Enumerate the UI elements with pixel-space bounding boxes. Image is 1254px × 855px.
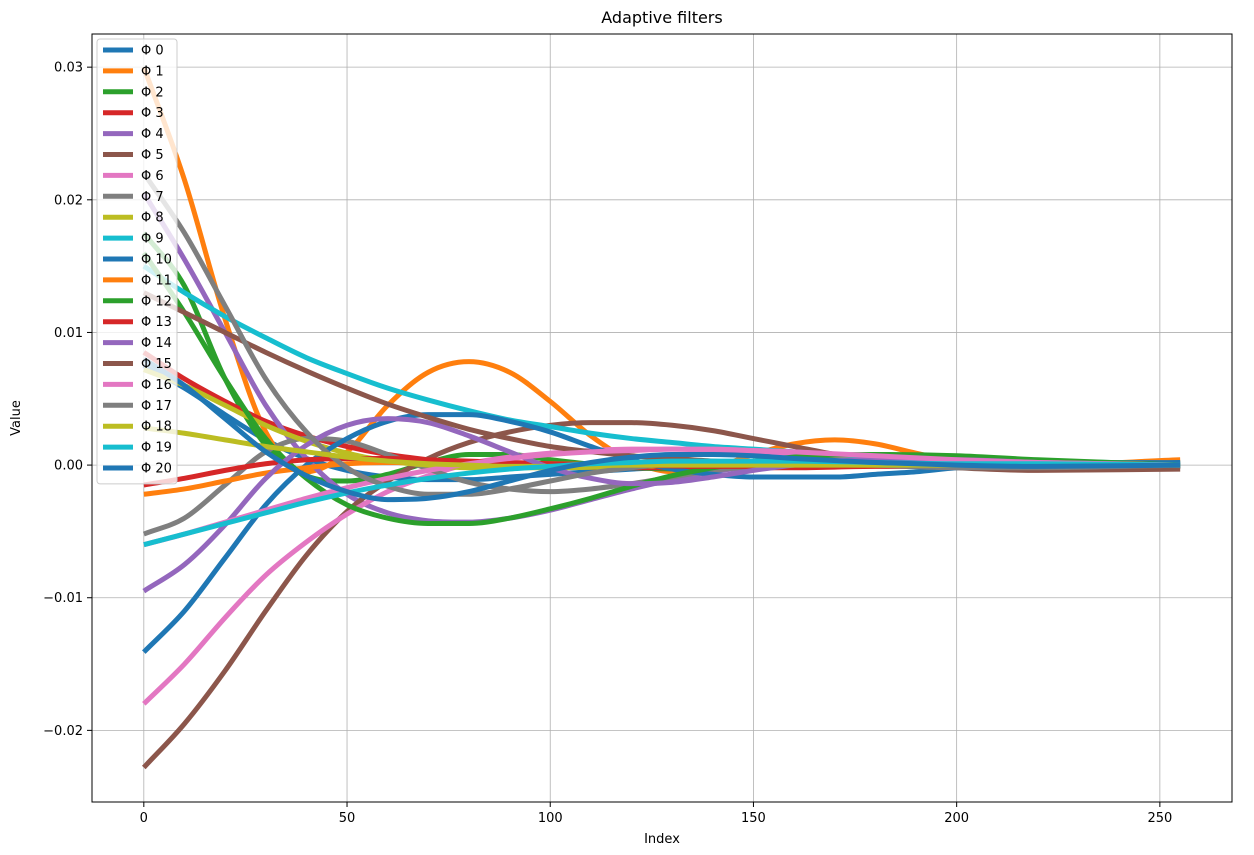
series-line-phi-14	[142, 416, 1181, 594]
legend-label-phi-20: Φ 20	[141, 462, 172, 477]
legend-label-phi-12: Φ 12	[141, 294, 172, 309]
legend-label-phi-19: Φ 19	[141, 441, 172, 456]
x-tick-label: 150	[741, 811, 766, 826]
y-axis-label: Value	[9, 400, 24, 436]
legend-label-phi-10: Φ 10	[141, 253, 172, 268]
x-axis-label: Index	[644, 832, 680, 847]
plot-area: 0 50 100 150 200 250 −0.02 −0.01 0.00 0.01 0.02 0.0…	[43, 33, 1233, 826]
legend-label-phi-5: Φ 5	[141, 148, 164, 163]
y-tick-label: 0.00	[54, 459, 83, 474]
legend-label-phi-16: Φ 16	[141, 378, 172, 393]
axes-frame	[91, 33, 1233, 803]
y-tick-label: 0.02	[54, 193, 83, 208]
series-line-phi-20	[142, 356, 1181, 503]
legend-label-phi-1: Φ 1	[141, 64, 164, 79]
x-tick-label: 250	[1147, 811, 1172, 826]
legend-label-phi-0: Φ 0	[141, 44, 164, 59]
legend-label-phi-9: Φ 9	[141, 232, 164, 247]
legend-label-phi-6: Φ 6	[141, 169, 164, 184]
legend-label-phi-18: Φ 18	[141, 420, 172, 435]
legend-label-phi-14: Φ 14	[141, 336, 172, 351]
legend-label-phi-3: Φ 3	[141, 106, 164, 121]
x-tick-label: 0	[140, 811, 148, 826]
y-tick-label: −0.01	[43, 591, 83, 606]
series-line-phi-16	[143, 446, 1181, 548]
legend-label-phi-4: Φ 4	[141, 127, 164, 142]
y-tick-label: 0.01	[54, 326, 83, 341]
chart-title: Adaptive filters	[601, 8, 722, 27]
legend-label-phi-11: Φ 11	[141, 273, 172, 288]
legend-label-phi-2: Φ 2	[141, 85, 164, 100]
y-tick-label: 0.03	[54, 61, 83, 76]
legend-label-phi-8: Φ 8	[141, 211, 164, 226]
series-line-phi-10	[142, 412, 1181, 654]
x-tick-label: 200	[944, 811, 969, 826]
legend-label-phi-15: Φ 15	[141, 357, 172, 372]
x-tick-label: 100	[538, 811, 563, 826]
y-tick-label: −0.02	[43, 724, 83, 739]
legend-label-phi-17: Φ 17	[141, 399, 172, 414]
legend-box	[96, 38, 178, 485]
legend-label-phi-7: Φ 7	[141, 190, 164, 205]
x-tick-label: 50	[339, 811, 356, 826]
legend-label-phi-13: Φ 13	[141, 315, 172, 330]
